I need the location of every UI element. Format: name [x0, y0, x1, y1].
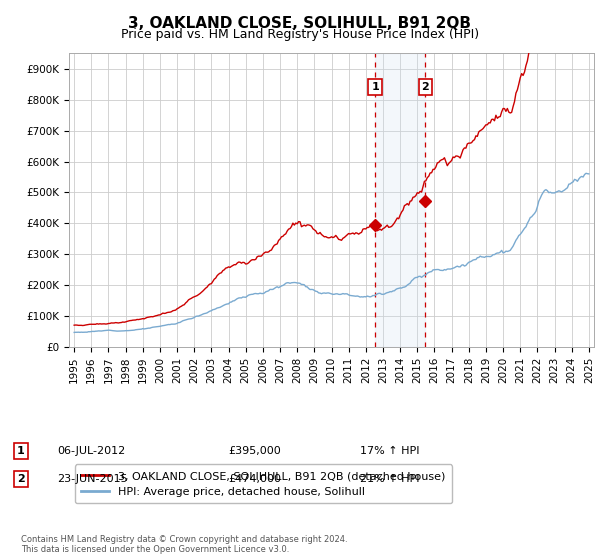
Text: 1: 1 [371, 82, 379, 92]
Text: 3, OAKLAND CLOSE, SOLIHULL, B91 2QB: 3, OAKLAND CLOSE, SOLIHULL, B91 2QB [128, 16, 472, 31]
Legend: 3, OAKLAND CLOSE, SOLIHULL, B91 2QB (detached house), HPI: Average price, detach: 3, OAKLAND CLOSE, SOLIHULL, B91 2QB (det… [74, 464, 452, 503]
Text: Price paid vs. HM Land Registry's House Price Index (HPI): Price paid vs. HM Land Registry's House … [121, 28, 479, 41]
Text: £395,000: £395,000 [228, 446, 281, 456]
Text: £474,000: £474,000 [228, 474, 281, 484]
Text: 21% ↑ HPI: 21% ↑ HPI [360, 474, 419, 484]
Text: 1: 1 [17, 446, 25, 456]
Text: Contains HM Land Registry data © Crown copyright and database right 2024.
This d: Contains HM Land Registry data © Crown c… [21, 535, 347, 554]
Text: 23-JUN-2015: 23-JUN-2015 [57, 474, 128, 484]
Text: 2: 2 [17, 474, 25, 484]
Text: 17% ↑ HPI: 17% ↑ HPI [360, 446, 419, 456]
Bar [375, 53, 425, 347]
Text: 06-JUL-2012: 06-JUL-2012 [57, 446, 125, 456]
Text: 2: 2 [421, 82, 429, 92]
